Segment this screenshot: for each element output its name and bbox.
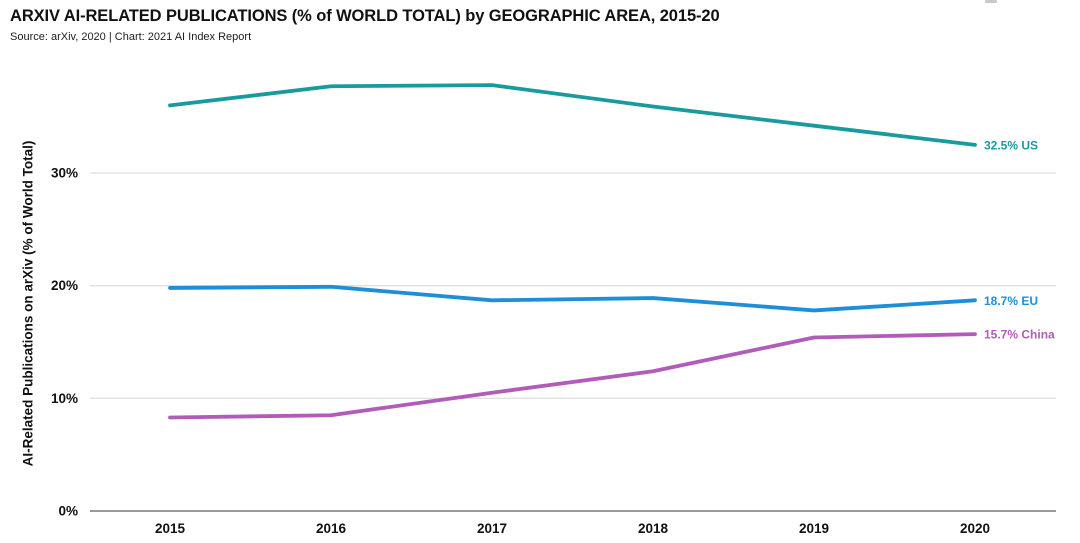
- y-tick-label: 20%: [51, 278, 78, 293]
- chart-source-caption: Source: arXiv, 2020 | Chart: 2021 AI Ind…: [10, 31, 252, 43]
- series-end-label-china: 15.7% China: [984, 328, 1055, 342]
- series-line-us: [168, 83, 977, 147]
- series-line-china: [168, 332, 977, 420]
- y-tick-label: 10%: [51, 391, 78, 406]
- chart-title: ARXIV AI-RELATED PUBLICATIONS (% of WORL…: [10, 7, 720, 25]
- series-line-eu: [168, 284, 977, 313]
- scrollbar-artifact: [985, 0, 997, 3]
- x-tick-label: 2020: [960, 521, 990, 536]
- x-tick-label: 2019: [799, 521, 829, 536]
- x-tick-label: 2016: [316, 521, 347, 536]
- x-tick-label: 2018: [638, 521, 669, 536]
- series-end-label-eu: 18.7% EU: [984, 294, 1038, 308]
- series-end-label-us: 32.5% US: [984, 138, 1038, 152]
- y-tick-label: 30%: [51, 166, 78, 181]
- x-tick-label: 2015: [155, 521, 186, 536]
- y-tick-label: 0%: [58, 504, 78, 519]
- x-tick-label: 2017: [477, 521, 507, 536]
